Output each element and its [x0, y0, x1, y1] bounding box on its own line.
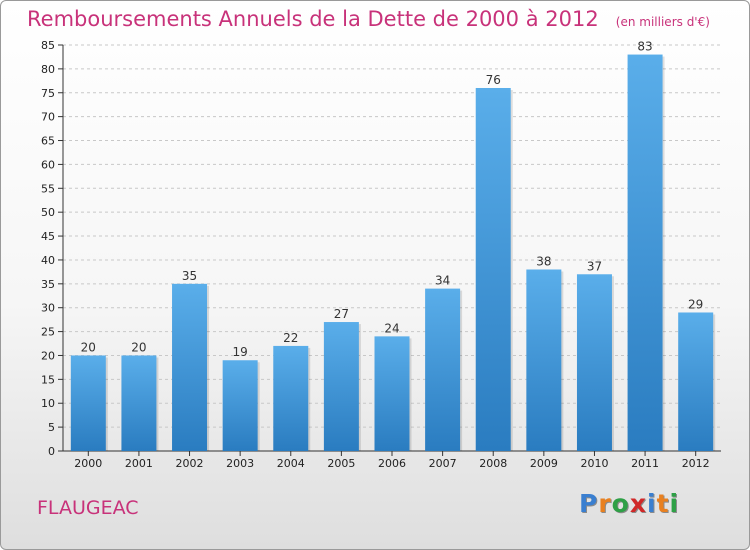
y-tick-label: 35 — [41, 278, 55, 291]
bar-value-label: 83 — [637, 40, 652, 54]
y-tick-label: 0 — [48, 445, 55, 458]
bar — [121, 355, 157, 451]
bar — [70, 355, 106, 451]
x-tick-label: 2006 — [378, 457, 406, 470]
logo-letter: r — [598, 489, 612, 518]
chart-title: Remboursements Annuels de la Dette de 20… — [27, 7, 599, 31]
bar — [576, 274, 612, 451]
bars — [70, 54, 716, 452]
chart-title-block: Remboursements Annuels de la Dette de 20… — [27, 7, 710, 31]
bar-value-label: 38 — [536, 254, 551, 268]
y-tick-label: 30 — [41, 302, 55, 315]
x-tick-label: 2000 — [74, 457, 102, 470]
bar-value-label: 19 — [233, 345, 248, 359]
x-tick-label: 2004 — [277, 457, 305, 470]
x-tick-label: 2012 — [682, 457, 710, 470]
bar-value-label: 24 — [384, 321, 399, 335]
bar-value-label: 20 — [131, 340, 146, 354]
y-tick-label: 20 — [41, 349, 55, 362]
bar-value-label: 29 — [688, 297, 703, 311]
y-tick-label: 40 — [41, 254, 55, 267]
bar — [627, 54, 663, 451]
bar — [425, 288, 461, 451]
y-tick-label: 50 — [41, 206, 55, 219]
bar-value-label: 37 — [587, 259, 602, 273]
labels: 0 5 10 15 20 25 30 35 40 45 50 55 60 65 70 75 80 85 20 2000… — [41, 39, 710, 470]
bar — [374, 336, 410, 451]
bar-value-label: 34 — [435, 274, 450, 288]
x-tick-label: 2002 — [176, 457, 204, 470]
x-tick-label: 2009 — [530, 457, 558, 470]
bar-value-label: 22 — [283, 331, 298, 345]
logo-letter: P — [579, 489, 599, 518]
y-tick-label: 5 — [48, 421, 55, 434]
y-tick-label: 85 — [41, 39, 55, 52]
x-tick-label: 2003 — [226, 457, 254, 470]
y-tick-label: 25 — [41, 326, 55, 339]
chart-unit: (en milliers d'€) — [615, 15, 710, 29]
bar — [273, 345, 309, 451]
bar-value-label: 35 — [182, 269, 197, 283]
y-tick-label: 55 — [41, 182, 55, 195]
y-tick-label: 45 — [41, 230, 55, 243]
bar — [323, 322, 359, 451]
x-tick-label: 2007 — [429, 457, 457, 470]
x-tick-label: 2005 — [327, 457, 355, 470]
logo-letter: i — [647, 489, 657, 518]
proxiti-logo: Proxiti — [579, 489, 679, 518]
logo-letter: t — [656, 489, 670, 518]
y-tick-label: 60 — [41, 158, 55, 171]
bar-value-label: 20 — [81, 340, 96, 354]
bar — [526, 269, 562, 451]
bar — [475, 87, 511, 452]
y-tick-label: 10 — [41, 397, 55, 410]
y-tick-label: 15 — [41, 373, 55, 386]
y-tick-label: 80 — [41, 63, 55, 76]
x-tick-label: 2010 — [580, 457, 608, 470]
bar — [678, 312, 714, 451]
bar — [172, 283, 208, 451]
y-tick-label: 70 — [41, 111, 55, 124]
commune-name: FLAUGEAC — [37, 497, 139, 519]
logo-letter: x — [629, 489, 647, 518]
logo-letter: o — [611, 489, 630, 518]
logo-letter: i — [669, 489, 680, 518]
x-tick-label: 2011 — [631, 457, 659, 470]
x-tick-label: 2008 — [479, 457, 507, 470]
y-tick-label: 75 — [41, 87, 55, 100]
bar — [222, 360, 258, 451]
y-tick-label: 65 — [41, 135, 55, 148]
x-tick-label: 2001 — [125, 457, 153, 470]
bar-value-label: 27 — [334, 307, 349, 321]
bar-value-label: 76 — [486, 73, 501, 87]
